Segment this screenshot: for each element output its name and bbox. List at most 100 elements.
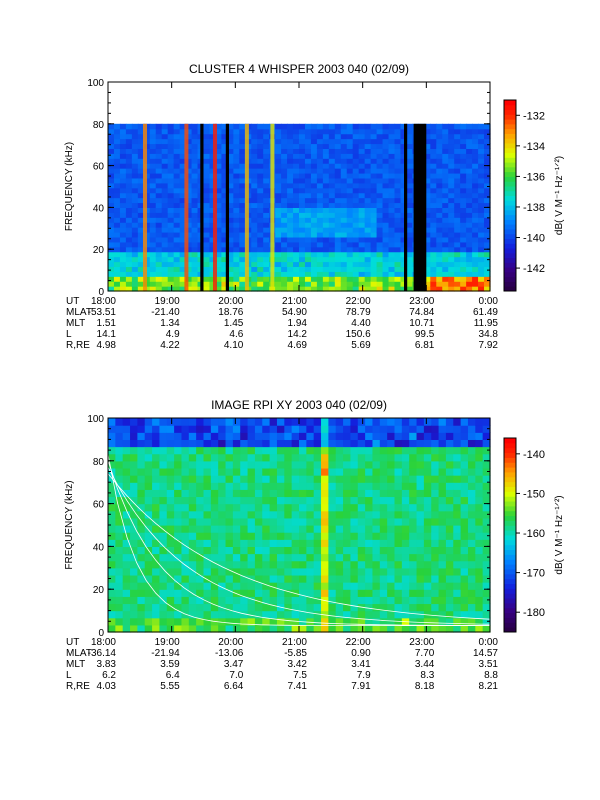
spectrogram-cell [188,496,197,505]
spectrogram-cell [240,596,249,605]
spectrogram-cell [210,432,219,440]
spectrogram-cell [442,246,449,253]
spectrogram-cell [179,256,187,263]
spectrogram-cell [257,182,264,189]
spectrogram-cell [304,187,312,194]
spectrogram-cell [137,624,146,633]
spectrogram-cell [313,624,322,633]
spectrogram-cell [108,148,115,154]
spectrogram-cell [130,475,138,483]
data-gap [404,123,408,291]
spectrogram-cell [247,610,256,619]
spectrogram-cell [218,596,227,605]
spectrogram-cell [130,453,138,462]
ephemeris-value: 99.5 [415,329,435,340]
spectrogram-cell [346,281,354,287]
spectrogram-cell [166,596,175,605]
spectrogram-cell [232,624,241,633]
spectrogram-cell [406,192,414,199]
spectrogram-cell [185,271,193,277]
spectrogram-cell [372,560,381,569]
spectrogram-cell [394,246,402,253]
spectrogram-cell [108,187,115,194]
spectrogram-cell [191,163,199,169]
spectrogram-cell [409,574,418,583]
spectrogram-cell [310,168,318,174]
spectrogram-cell [357,624,366,633]
spectrogram-cell [149,236,157,243]
spectrogram-cell [448,187,455,194]
spectrogram-cell [188,460,197,469]
spectrogram-cell [472,276,479,282]
spectrogram-cell [185,168,193,174]
spectrogram-cell [388,212,396,218]
spectrogram-cell [257,148,264,154]
spectrogram-cell [210,510,219,519]
spectrogram-cell [304,241,312,248]
spectrogram-cell [130,539,138,547]
spectrogram-cell [291,596,300,605]
spectrogram-cell [233,256,240,263]
spectrogram-cell [196,432,205,440]
spectrogram-cell [484,276,491,282]
spectrogram-cell [251,286,258,292]
spectrogram-cell [346,261,354,268]
spectrogram-cell [370,143,378,149]
spectrogram-cell [227,128,234,135]
spectrogram-cell [218,432,227,440]
spectrogram-cell [149,143,157,149]
spectrogram-cell [275,251,282,258]
spectrogram-cell [254,574,263,583]
spectrogram-cell [215,153,223,159]
spectrogram-cell [239,158,246,164]
spectrogram-cell [376,256,384,263]
spectrogram-cell [130,603,138,612]
spectrogram-cell [161,212,169,218]
spectrogram-cell [445,453,454,462]
spectrogram-cell [239,251,246,258]
spectrogram-cell [131,187,139,194]
spectrogram-cell [460,617,469,626]
spectrogram-cell [240,432,249,440]
spectrogram-cell [299,482,307,490]
spectrogram-cell [376,246,384,253]
spectrogram-cell [179,143,187,149]
spectrogram-cell [257,246,264,253]
spectrogram-cell [155,251,163,258]
spectrogram-cell [438,496,447,505]
spectrogram-cell [227,182,234,189]
spectrogram-cell [316,241,324,248]
spectrogram-cell [166,624,175,633]
spectrogram-cell [423,510,432,519]
spectrogram-cell [423,567,432,576]
spectrogram-cell [276,539,285,547]
spectrogram-cell [388,133,396,140]
spectrogram-cell [475,610,484,619]
spectrogram-cell [125,276,133,282]
spectrogram-cell [365,617,374,626]
spectrogram-cell [343,489,352,498]
spectrogram-cell [382,207,390,213]
spectrogram-cell [310,143,318,149]
spectrogram-cell [281,153,288,159]
spectrogram-cell [394,197,402,204]
spectrogram-cell [167,168,175,174]
spectrogram-cell [251,123,258,130]
spectrogram-cell [482,489,491,498]
spectrogram-cell [364,236,372,243]
spectrogram-cell [431,432,440,440]
spectrogram-cell [108,271,115,277]
spectrogram-cell [448,133,455,140]
spectrogram-cell [225,453,234,462]
spectrogram-cell [328,236,336,243]
spectrogram-cell [166,574,175,583]
spectrogram-cell [143,217,151,223]
spectrogram-cell [215,227,223,233]
spectrogram-cell [454,163,461,169]
ephemeris-value: 0.90 [351,648,371,659]
spectrogram-cell [484,202,491,208]
spectrogram-cell [372,418,381,426]
spectrogram-cell [174,418,183,426]
spectrogram-cell [262,510,271,519]
